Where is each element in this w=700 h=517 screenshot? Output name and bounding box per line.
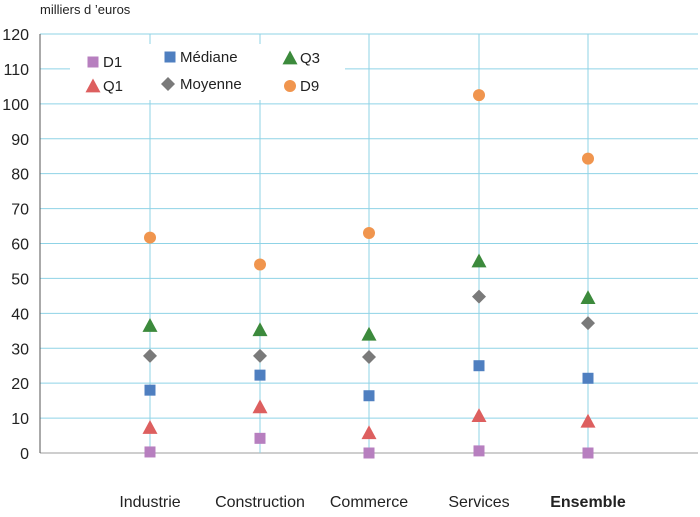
data-point-moyenne	[253, 348, 267, 363]
y-tick-label: 10	[11, 411, 29, 428]
data-point-d9	[144, 231, 156, 244]
legend-label: D1	[103, 54, 122, 71]
y-tick-label: 70	[11, 202, 29, 219]
data-point-d1	[144, 446, 156, 458]
x-category-label: Ensemble	[550, 494, 626, 511]
x-category-label: Services	[448, 494, 509, 511]
data-point-d1	[582, 447, 594, 459]
data-points	[142, 89, 596, 459]
legend-label: Moyenne	[180, 76, 242, 93]
legend-label: Médiane	[180, 49, 238, 66]
data-point-q3	[252, 322, 268, 337]
y-tick-label: 110	[3, 62, 29, 79]
legend-label: Q3	[300, 50, 320, 67]
data-point-q1	[252, 399, 268, 414]
data-point-d1	[363, 447, 375, 459]
legend-marker-d9	[284, 80, 296, 92]
data-point-q3	[471, 253, 487, 268]
data-point-moyenne	[143, 348, 157, 363]
data-point-d1	[254, 432, 266, 444]
y-tick-label: 90	[11, 132, 29, 149]
legend-marker-q3	[282, 50, 298, 65]
legend-background	[70, 44, 345, 100]
legend-label: D9	[300, 78, 319, 95]
y-tick-label: 100	[2, 97, 29, 114]
x-category-label: Construction	[215, 494, 305, 511]
data-point-q1	[580, 413, 596, 428]
legend-label: Q1	[103, 78, 123, 95]
data-point-moyenne	[581, 316, 595, 331]
data-point-moyenne	[362, 349, 376, 364]
data-point-médiane	[363, 390, 375, 402]
legend-marker-d1	[87, 56, 99, 68]
data-point-médiane	[254, 369, 266, 381]
data-point-d9	[254, 258, 266, 271]
y-tick-label: 50	[11, 271, 29, 288]
data-point-q1	[361, 425, 377, 440]
data-point-moyenne	[472, 289, 486, 304]
y-tick-label: 120	[2, 27, 29, 44]
data-point-d1	[473, 445, 485, 457]
data-point-médiane	[582, 372, 594, 384]
legend-marker-moyenne	[161, 77, 175, 91]
y-tick-label: 40	[11, 306, 29, 323]
data-point-q1	[471, 408, 487, 423]
legend-marker-médiane	[164, 51, 176, 63]
data-point-q3	[142, 318, 158, 332]
data-point-q1	[142, 420, 158, 434]
x-category-label: Commerce	[330, 494, 408, 511]
data-point-q3	[580, 290, 596, 304]
legend-marker-q1	[85, 78, 101, 93]
y-tick-label: 80	[11, 167, 29, 184]
y-tick-label: 30	[11, 341, 29, 358]
y-tick-label: 60	[11, 237, 29, 254]
data-point-q3	[361, 326, 377, 341]
unit-label: milliers d ’euros	[40, 2, 131, 17]
x-category-label: Industrie	[119, 494, 180, 511]
data-point-d9	[582, 152, 594, 165]
x-axis-categories: Industrie Construction Commerce Services Ens…	[119, 494, 626, 511]
y-tick-label: 0	[20, 446, 29, 463]
data-point-médiane	[473, 360, 485, 372]
y-tick-label: 20	[11, 376, 29, 393]
legend: D1 Médiane Q3 Q1 Moyenne D9	[70, 44, 345, 100]
data-point-d9	[363, 227, 375, 240]
data-point-d9	[473, 89, 485, 102]
y-axis-ticks: 0 10 20 30 40 50 60 70 80 90 100 110 120	[2, 27, 29, 463]
data-point-médiane	[144, 384, 156, 396]
